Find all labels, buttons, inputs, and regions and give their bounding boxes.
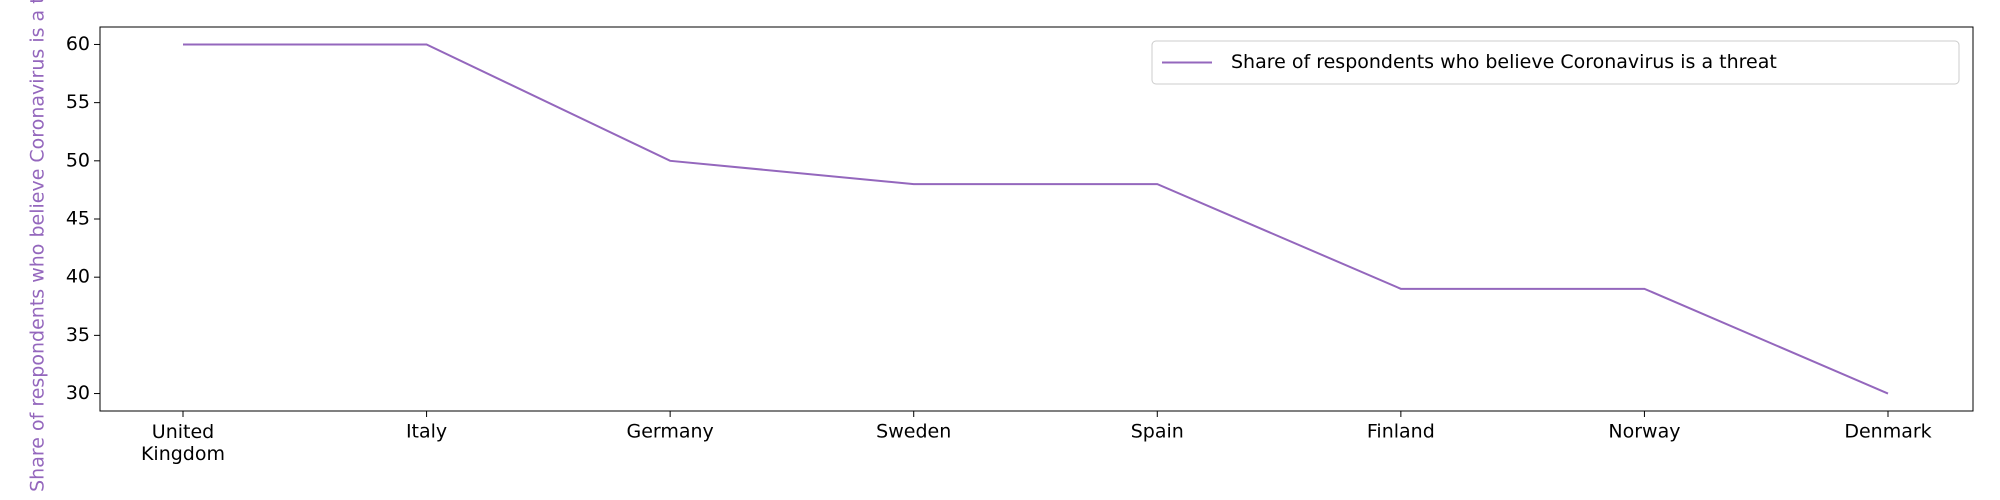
line-series — [183, 43, 1889, 395]
x-tick-label: Spain — [1131, 421, 1184, 443]
x-tick-label: Sweden — [876, 421, 951, 443]
y-tick-label: 55 — [66, 91, 90, 113]
legend-label: Share of respondents who believe Coronav… — [1231, 51, 1777, 73]
legend-box — [1151, 40, 1960, 85]
x-tick-label: Norway — [1608, 421, 1680, 443]
x-tick-label: Denmark — [1844, 421, 1931, 443]
x-tick-label: United Kingdom — [141, 421, 225, 465]
y-tick-label: 60 — [66, 33, 90, 55]
y-tick-label: 30 — [66, 382, 90, 404]
x-tick-label: Italy — [406, 421, 447, 443]
x-tick-label: Finland — [1367, 421, 1435, 443]
y-tick-label: 35 — [66, 324, 90, 346]
x-tick-label: Germany — [626, 421, 713, 443]
y-axis-label: Share of respondents who believe Coronav… — [27, 0, 49, 492]
y-tick-label: 40 — [66, 266, 90, 288]
plot-frame — [99, 26, 1974, 412]
y-tick-label: 50 — [66, 149, 90, 171]
y-tick-label: 45 — [66, 208, 90, 230]
